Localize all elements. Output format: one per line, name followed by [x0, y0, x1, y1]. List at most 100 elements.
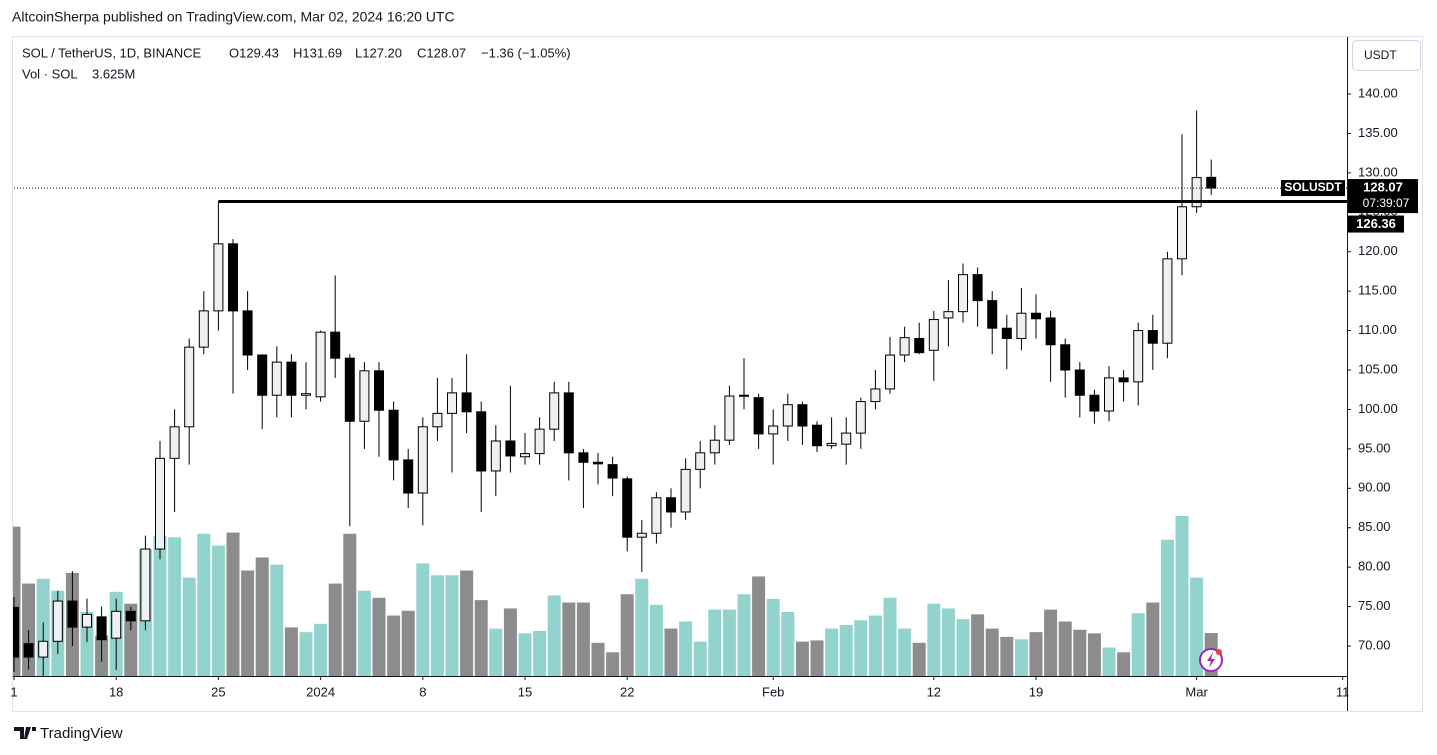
currency-button[interactable] — [1352, 40, 1421, 71]
volume-bar — [810, 640, 824, 676]
candle-body — [914, 337, 925, 354]
candle-body — [899, 337, 910, 356]
candle-body — [636, 532, 647, 538]
plot: 70.00 75.00 80.00 85.00 90.00 95.00 100.00 105.… — [10, 85, 1418, 699]
candle-body — [96, 616, 107, 641]
candle-body — [1031, 312, 1042, 320]
y-tick-label: 90.00 — [1358, 480, 1391, 495]
candle-body — [797, 404, 808, 427]
candle-body — [870, 388, 881, 403]
candle-body — [753, 397, 764, 435]
plot-area — [13, 110, 1347, 676]
x-tick-label: 25 — [211, 684, 225, 699]
volume-bar — [153, 536, 167, 676]
candle-body — [359, 370, 370, 422]
volume-bar — [430, 575, 444, 676]
x-tick-label: 11 — [1336, 684, 1350, 699]
volume-bar — [211, 545, 225, 676]
lightning-bolt — [1207, 652, 1215, 668]
volume-bar — [1014, 639, 1028, 676]
candle-body — [213, 243, 224, 312]
volume-bar — [766, 598, 780, 676]
volume-bar — [1058, 621, 1072, 676]
volume-bar — [1073, 629, 1087, 676]
volume-bar — [591, 642, 605, 676]
y-tick-label: 140.00 — [1358, 85, 1398, 100]
volume-bar — [1029, 632, 1043, 676]
volume-bar — [927, 603, 941, 676]
candle-body — [490, 440, 501, 472]
volume-bar — [80, 612, 94, 676]
volume-bar — [649, 604, 663, 676]
volume-bar — [1160, 539, 1174, 676]
volume-bar — [664, 628, 678, 676]
candle-body — [344, 357, 355, 422]
candle-body — [286, 361, 297, 396]
volume-bar — [1175, 516, 1189, 676]
candle-body — [271, 361, 282, 396]
candle-body — [826, 442, 837, 447]
candle-body — [23, 643, 34, 658]
volume-bar — [620, 594, 634, 676]
candle-body — [1147, 330, 1158, 344]
volume-bar — [912, 642, 926, 676]
x-tick-label: 1 — [10, 684, 17, 699]
y-tick-label: 70.00 — [1358, 637, 1391, 652]
candle-body — [82, 613, 93, 628]
candle-body — [374, 370, 385, 411]
volume-legend-name: Vol · SOL — [22, 66, 78, 81]
volume-bar — [401, 610, 415, 676]
candle-body — [1177, 206, 1188, 260]
x-tick-label: 22 — [620, 684, 634, 699]
y-tick-label: 115.00 — [1358, 283, 1397, 298]
y-tick-label: 110.00 — [1358, 322, 1397, 337]
legend-high: H131.69 — [293, 45, 342, 60]
volume-bar — [985, 628, 999, 676]
volume-bar — [941, 608, 955, 676]
volume-bar — [328, 583, 342, 676]
volume-bar — [956, 619, 970, 676]
volume-bar — [854, 620, 868, 676]
volume-bar — [13, 526, 21, 676]
volume-bar — [533, 630, 547, 676]
volume-bar — [1190, 577, 1204, 676]
x-tick-label: Feb — [762, 684, 784, 699]
volume-bar — [898, 628, 912, 676]
x-tick-label: 19 — [1029, 684, 1043, 699]
legend-title: SOL / TetherUS, 1D, BINANCE — [22, 45, 202, 60]
candle-body — [782, 404, 793, 427]
y-tick-label: 85.00 — [1358, 519, 1391, 534]
symbol-tag: SOLUSDT — [1284, 180, 1342, 194]
candle-body — [739, 394, 750, 397]
candle-body — [111, 610, 122, 639]
volume-bar — [343, 533, 357, 676]
candle-body — [1104, 377, 1115, 412]
candle-body — [198, 310, 209, 348]
candle-body — [1016, 312, 1027, 339]
candle-body — [695, 452, 706, 470]
volume-bar — [460, 570, 474, 676]
candle-body — [549, 392, 560, 430]
volume-bar — [547, 595, 561, 676]
volume-bar — [883, 597, 897, 676]
candle-body — [1060, 344, 1071, 371]
candle-body — [1089, 394, 1100, 412]
candle-body — [651, 497, 662, 534]
candle-body — [709, 439, 720, 454]
volume-bar — [124, 603, 138, 676]
candle-body — [242, 310, 253, 356]
volume-bar — [1117, 652, 1131, 676]
notification-dot — [1216, 649, 1222, 655]
volume-bar — [562, 602, 576, 676]
legend-close: C128.07 — [417, 45, 466, 60]
candle-body — [301, 393, 312, 396]
candle-body — [140, 548, 151, 622]
volume-bar — [299, 632, 313, 676]
candle-body — [622, 478, 633, 538]
volume-bar — [474, 600, 488, 676]
volume-bar — [197, 533, 211, 676]
candle-body — [403, 459, 414, 494]
volume-bar — [635, 578, 649, 676]
currency[interactable]: USDT — [1364, 48, 1397, 62]
